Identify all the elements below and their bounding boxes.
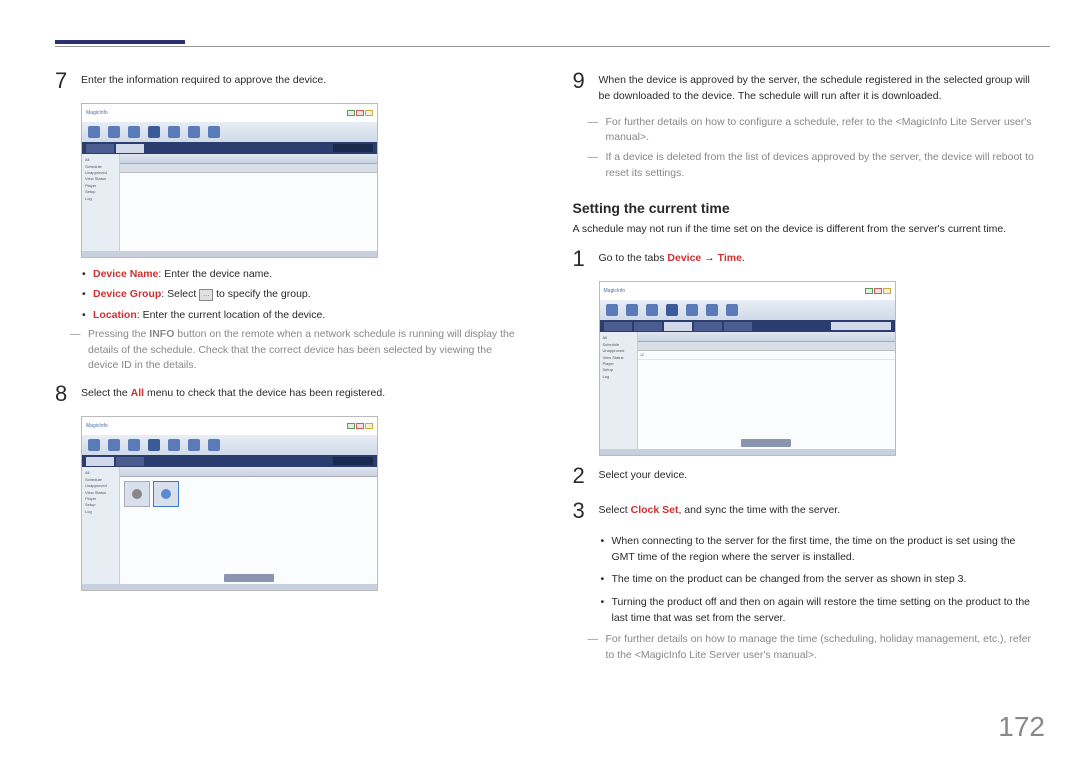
page-number: 172 bbox=[998, 711, 1045, 743]
step-1: 1 Go to the tabs Device → Time. bbox=[573, 247, 1041, 271]
shot-logo: MagicInfo bbox=[86, 423, 108, 429]
clock-notes-list: When connecting to the server for the fi… bbox=[601, 533, 1041, 626]
field-label: Location bbox=[93, 309, 137, 321]
list-item: The time on the product can be changed f… bbox=[601, 571, 1041, 587]
shot-body: All Schedule Unapproved View Status Play… bbox=[82, 154, 377, 251]
field-label: Device Name bbox=[93, 268, 158, 280]
step-text: Select your device. bbox=[599, 464, 688, 484]
section-heading: Setting the current time bbox=[573, 200, 1041, 216]
step-text: Select Clock Set, and sync the time with… bbox=[599, 499, 841, 519]
shot-main-nav bbox=[600, 300, 895, 320]
field-label: Device Group bbox=[93, 288, 161, 300]
header-accent-bar bbox=[55, 40, 185, 44]
field-desc-pre: : Select bbox=[161, 288, 199, 300]
step-text: Go to the tabs Device → Time. bbox=[599, 247, 745, 267]
screenshot-device-all: MagicInfo All Schedule Unapproved View S… bbox=[81, 416, 378, 591]
shot-logo: MagicInfo bbox=[604, 288, 626, 294]
note-item: For further details on how to manage the… bbox=[588, 632, 1041, 664]
step-number: 8 bbox=[55, 382, 81, 406]
note-item: Pressing the INFO button on the remote w… bbox=[70, 327, 523, 374]
step-2: 2 Select your device. bbox=[573, 464, 1041, 488]
step-text: Select the All menu to check that the de… bbox=[81, 382, 385, 402]
step-number: 1 bbox=[573, 247, 599, 271]
list-item: Location: Enter the current location of … bbox=[82, 307, 523, 323]
section-description: A schedule may not run if the time set o… bbox=[573, 222, 1041, 238]
note-list: For further details on how to configure … bbox=[588, 115, 1041, 182]
list-item: Device Group: Select … to specify the gr… bbox=[82, 286, 523, 302]
step-9: 9 When the device is approved by the ser… bbox=[573, 69, 1041, 105]
left-column: 7 Enter the information required to appr… bbox=[55, 69, 523, 668]
screenshot-device-time: MagicInfo All Schedule Unapproved View S… bbox=[599, 281, 896, 456]
note-list: For further details on how to manage the… bbox=[588, 632, 1041, 664]
note-item: If a device is deleted from the list of … bbox=[588, 150, 1041, 182]
shot-content: ☑ bbox=[638, 332, 895, 449]
shot-body: All Schedule Unapproved View Status Play… bbox=[82, 467, 377, 584]
shot-sidebar: All Schedule Unapproved View Status Play… bbox=[82, 467, 120, 584]
shot-main-nav bbox=[82, 122, 377, 142]
shot-tabs bbox=[600, 320, 895, 332]
shot-tabs bbox=[82, 455, 377, 467]
list-item: Device Name: Enter the device name. bbox=[82, 266, 523, 282]
two-column-layout: 7 Enter the information required to appr… bbox=[55, 69, 1040, 668]
shot-logo: MagicInfo bbox=[86, 110, 108, 116]
note-list: Pressing the INFO button on the remote w… bbox=[70, 327, 523, 374]
screenshot-device-unapproved: MagicInfo All Schedule Unapproved View S… bbox=[81, 103, 378, 258]
step-number: 3 bbox=[573, 499, 599, 523]
step-3: 3 Select Clock Set, and sync the time wi… bbox=[573, 499, 1041, 523]
shot-titlebar: MagicInfo bbox=[82, 104, 377, 122]
shot-tabs bbox=[82, 142, 377, 154]
shot-main-nav bbox=[82, 435, 377, 455]
field-desc-post: to specify the group. bbox=[213, 288, 310, 300]
field-desc: : Enter the current location of the devi… bbox=[137, 309, 326, 321]
step-text: When the device is approved by the serve… bbox=[599, 69, 1041, 105]
note-bold: INFO bbox=[149, 328, 174, 340]
shot-status-tags bbox=[347, 423, 373, 429]
list-item: Turning the product off and then on agai… bbox=[601, 594, 1041, 627]
header-divider bbox=[55, 46, 1050, 47]
step-7: 7 Enter the information required to appr… bbox=[55, 69, 523, 93]
shot-status-tags bbox=[865, 288, 891, 294]
step-number: 9 bbox=[573, 69, 599, 93]
list-item: When connecting to the server for the fi… bbox=[601, 533, 1041, 566]
shot-titlebar: MagicInfo bbox=[82, 417, 377, 435]
shot-body: All Schedule Unapproved View Status Play… bbox=[600, 332, 895, 449]
step-number: 2 bbox=[573, 464, 599, 488]
shot-sidebar: All Schedule Unapproved View Status Play… bbox=[600, 332, 638, 449]
step-8: 8 Select the All menu to check that the … bbox=[55, 382, 523, 406]
device-fields-list: Device Name: Enter the device name. Devi… bbox=[82, 266, 523, 323]
shot-content bbox=[120, 154, 377, 251]
shot-content bbox=[120, 467, 377, 584]
step-number: 7 bbox=[55, 69, 81, 93]
group-select-icon: … bbox=[199, 289, 213, 301]
shot-titlebar: MagicInfo bbox=[600, 282, 895, 300]
note-text-pre: Pressing the bbox=[88, 328, 149, 340]
field-desc: : Enter the device name. bbox=[158, 268, 272, 280]
note-item: For further details on how to configure … bbox=[588, 115, 1041, 147]
step-text: Enter the information required to approv… bbox=[81, 69, 326, 89]
shot-status-tags bbox=[347, 110, 373, 116]
shot-sidebar: All Schedule Unapproved View Status Play… bbox=[82, 154, 120, 251]
right-column: 9 When the device is approved by the ser… bbox=[573, 69, 1041, 668]
